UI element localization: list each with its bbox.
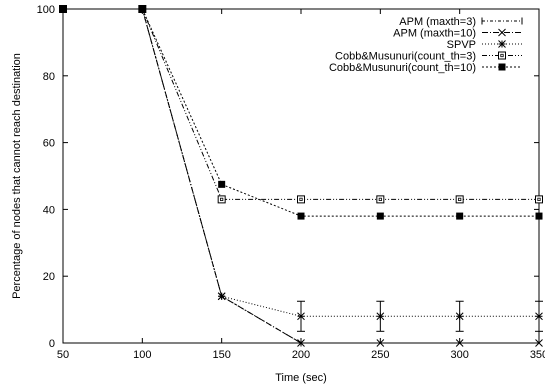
data-point xyxy=(297,212,305,220)
legend-item: Cobb&Musunuri(count_th=10) xyxy=(329,62,522,74)
y-tick-label: 20 xyxy=(43,271,55,283)
series-1 xyxy=(59,5,305,347)
x-tick-label: 150 xyxy=(212,349,230,361)
data-point xyxy=(138,5,146,13)
legend-item: APM (maxth=3) xyxy=(399,16,523,28)
legend-marker xyxy=(498,51,506,60)
data-point xyxy=(455,195,464,204)
data-point xyxy=(456,212,464,220)
data-point xyxy=(535,339,543,347)
data-point xyxy=(376,212,384,220)
x-tick-label: 100 xyxy=(133,349,151,361)
data-point xyxy=(535,212,543,220)
legend-item: Cobb&Musunuri(count_th=3) xyxy=(335,51,522,63)
data-point xyxy=(535,312,543,321)
y-axis-label: Percentage of nodes that cannot reach de… xyxy=(11,53,23,299)
x-tick-label: 200 xyxy=(292,349,310,361)
data-point xyxy=(376,339,385,347)
x-tick-label: 300 xyxy=(450,349,468,361)
series-line xyxy=(63,8,302,344)
y-tick-label: 100 xyxy=(37,4,55,16)
series-5 xyxy=(59,5,543,220)
data-point xyxy=(297,195,305,204)
data-point xyxy=(217,292,226,301)
y-tick-label: 60 xyxy=(43,138,55,150)
legend-label: Cobb&Musunuri(count_th=3) xyxy=(335,51,476,63)
data-point xyxy=(297,339,305,347)
y-tick-label: 80 xyxy=(43,71,55,83)
legend: APM (maxth=3)APM (maxth=10)SPVPCobb&Musu… xyxy=(329,16,523,74)
x-axis-label: Time (sec) xyxy=(275,372,327,384)
data-point xyxy=(455,312,464,321)
data-point xyxy=(297,312,305,321)
data-point xyxy=(455,339,464,347)
data-point xyxy=(376,312,385,321)
x-tick-label: 50 xyxy=(57,349,69,361)
legend-marker xyxy=(498,28,506,37)
legend-marker xyxy=(498,40,506,48)
data-point xyxy=(59,5,67,13)
data-point xyxy=(535,195,543,204)
legend-label: Cobb&Musunuri(count_th=10) xyxy=(329,62,476,74)
legend-label: APM (maxth=3) xyxy=(399,16,476,28)
legend-item: SPVP xyxy=(447,39,522,51)
legend-marker xyxy=(498,63,506,71)
data-point xyxy=(217,195,226,204)
data-point xyxy=(376,195,385,204)
data-series xyxy=(59,5,543,347)
legend-label: SPVP xyxy=(447,39,476,51)
legend-label: APM (maxth=10) xyxy=(393,28,476,40)
y-tick-label: 40 xyxy=(43,204,55,216)
data-point xyxy=(218,180,226,188)
y-tick-label: 0 xyxy=(49,338,55,350)
legend-item: APM (maxth=10) xyxy=(393,28,522,40)
x-tick-label: 350 xyxy=(530,349,545,361)
x-tick-label: 250 xyxy=(371,349,389,361)
